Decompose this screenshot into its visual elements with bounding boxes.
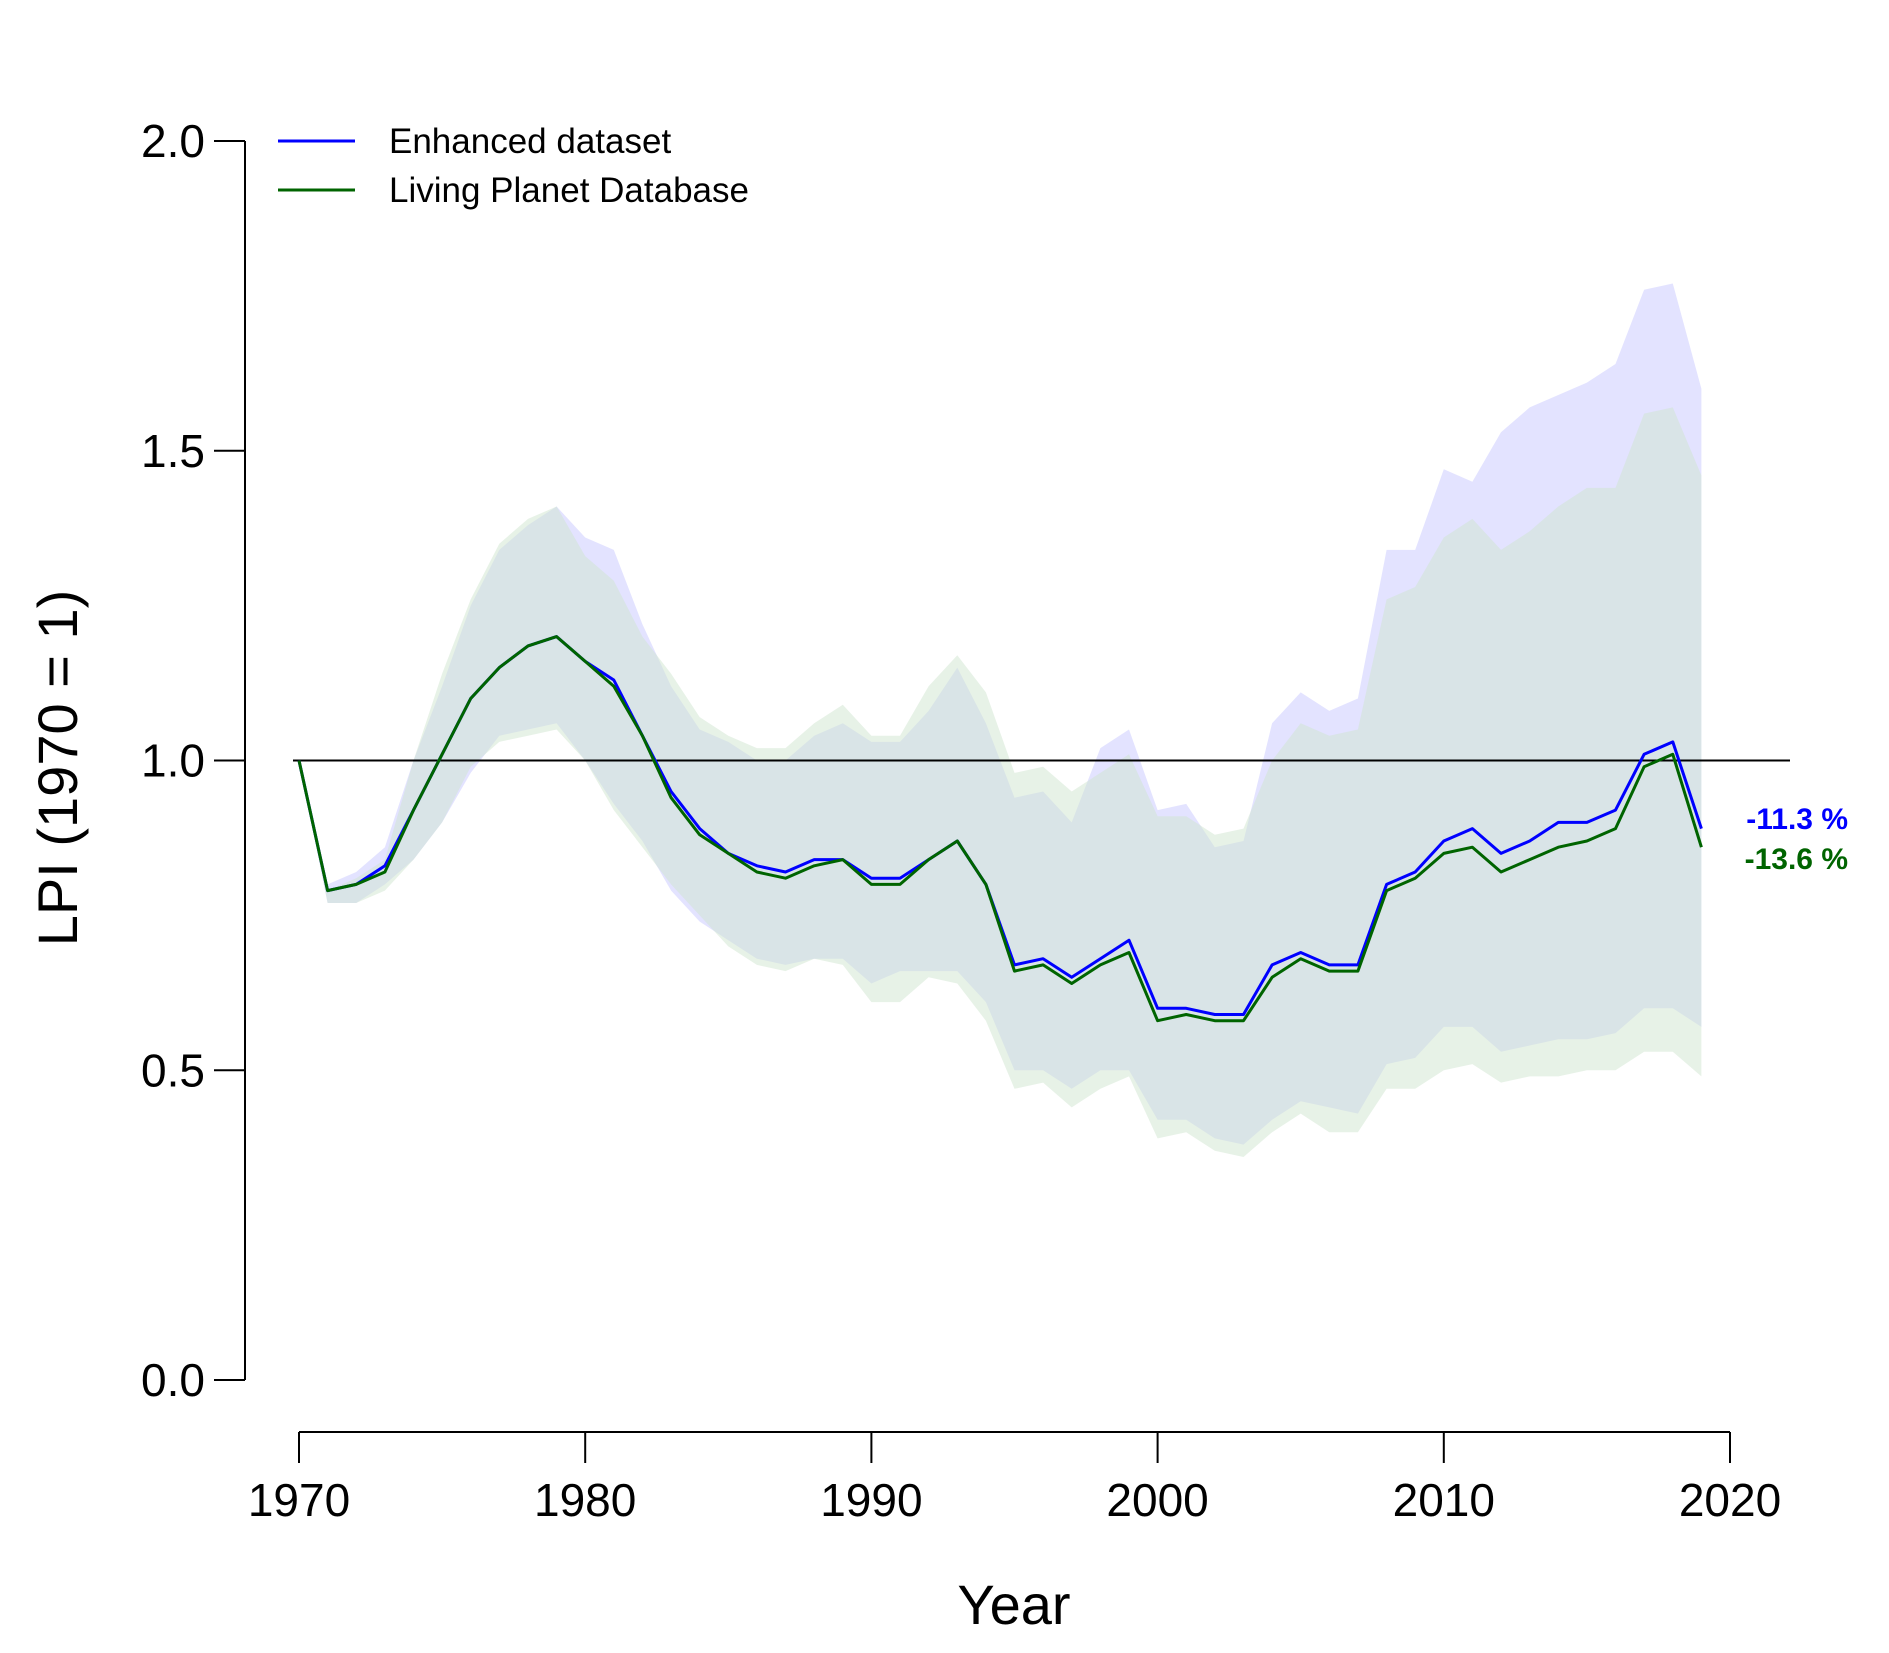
x-tick-label: 2010 (1393, 1474, 1495, 1526)
legend-label-living-planet-database: Living Planet Database (389, 171, 749, 210)
x-tick-label: 1970 (248, 1474, 350, 1526)
y-tick-label: 0.0 (141, 1354, 205, 1406)
x-axis-title: Year (957, 1573, 1070, 1636)
x-tick-label: 2020 (1679, 1474, 1781, 1526)
end-label-living-planet-database: -13.6 % (1745, 843, 1848, 876)
legend-label-enhanced-dataset: Enhanced dataset (389, 122, 671, 161)
legend: Enhanced dataset Living Planet Database (278, 122, 749, 210)
confidence-bands (299, 283, 1702, 1157)
end-labels: -11.3 % -13.6 % (1745, 803, 1848, 876)
y-tick-label: 0.5 (141, 1044, 205, 1096)
end-label-enhanced-dataset: -11.3 % (1746, 803, 1848, 836)
y-axis: 0.0 0.5 1.0 1.5 2.0 (141, 115, 246, 1406)
line-living-planet-database (297, 635, 1703, 1023)
y-axis-title: LPI (1970 = 1) (26, 590, 89, 946)
y-tick-label: 1.5 (141, 425, 205, 477)
x-axis: 1970 1980 1990 2000 2010 2020 (248, 1431, 1781, 1526)
x-tick-label: 2000 (1106, 1474, 1208, 1526)
series-lines (297, 635, 1703, 1023)
x-tick-label: 1990 (820, 1474, 922, 1526)
y-tick-label: 2.0 (141, 115, 205, 167)
y-tick-label: 1.0 (141, 735, 205, 787)
x-tick-label: 1980 (534, 1474, 636, 1526)
